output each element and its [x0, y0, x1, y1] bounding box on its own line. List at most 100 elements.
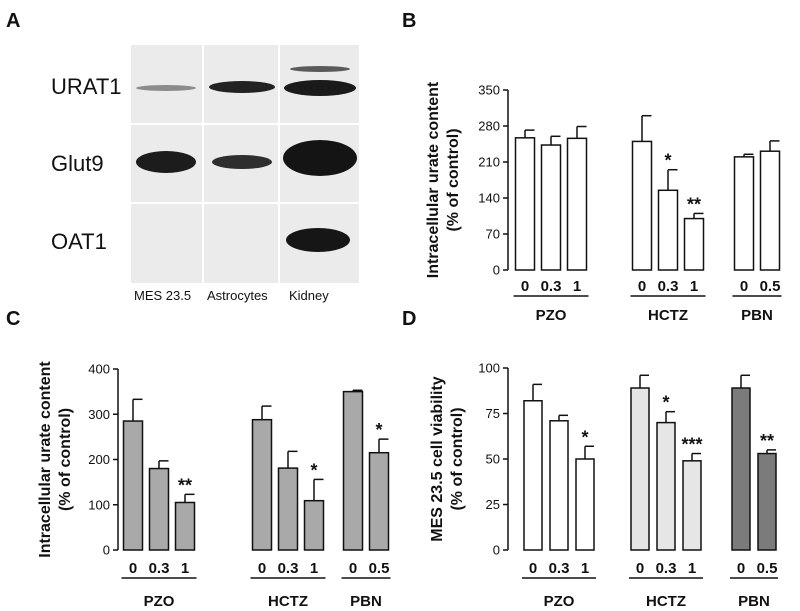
y-axis-label: (% of control) — [449, 407, 466, 510]
x-tick-label: 0.5 — [760, 278, 781, 295]
y-tick-label: 75 — [486, 406, 500, 421]
group-label: PBN — [738, 593, 770, 610]
chart-b: 0 70 140 210 280 350 Intracellular urate conte… — [425, 81, 782, 324]
significance-label: ** — [760, 431, 774, 451]
western-blot: URAT1 Glut9 OAT1 MES 23.5 Astrocytes Kid… — [51, 45, 359, 303]
bar — [759, 150, 781, 271]
x-tick-label: 0 — [740, 278, 748, 295]
bar — [549, 420, 569, 551]
bar — [575, 458, 595, 551]
group-label: HCTZ — [648, 307, 688, 324]
y-tick-label: 0 — [493, 543, 500, 558]
y-tick-label: 400 — [88, 362, 110, 377]
blot-lane-label-mes235: MES 23.5 — [134, 288, 191, 303]
bar — [174, 501, 196, 551]
y-tick-label: 300 — [88, 407, 110, 422]
blot-row-label-glut9: Glut9 — [51, 151, 104, 176]
y-axis-label: Intracellular urate content — [425, 81, 442, 278]
x-tick-label: 0.5 — [369, 560, 390, 577]
y-tick-label: 0 — [103, 543, 110, 558]
x-tick-label: 1 — [310, 560, 318, 577]
y-tick-label: 280 — [478, 119, 500, 134]
x-tick-label: 0.3 — [656, 560, 677, 577]
group-label: PBN — [350, 593, 382, 610]
group-label: HCTZ — [646, 593, 686, 610]
bar — [342, 390, 364, 551]
blot-row-label-urat1: URAT1 — [51, 74, 122, 99]
x-tick-label: 0 — [129, 560, 137, 577]
bar — [540, 144, 562, 271]
bar — [303, 499, 325, 551]
panel-letter-b: B — [402, 10, 416, 32]
group-label: HCTZ — [268, 593, 308, 610]
y-tick-label: 70 — [486, 227, 500, 242]
blot-band — [283, 140, 357, 176]
significance-label: * — [664, 151, 671, 171]
x-tick-label: 1 — [690, 278, 698, 295]
significance-label: *** — [681, 435, 702, 455]
group-label: PZO — [144, 593, 175, 610]
blot-band — [286, 228, 350, 252]
blot-row-label-oat1: OAT1 — [51, 229, 107, 254]
panel-letter-a: A — [6, 10, 20, 32]
y-tick-label: 350 — [478, 83, 500, 98]
significance-label: * — [375, 420, 382, 440]
group-label: PZO — [544, 593, 575, 610]
bar — [731, 387, 751, 551]
bar — [368, 451, 390, 551]
significance-label: ** — [178, 475, 192, 495]
blot-lane-label-astrocytes: Astrocytes — [207, 288, 268, 303]
x-tick-label: 0.5 — [757, 560, 778, 577]
bar — [277, 467, 299, 551]
x-tick-label: 0.3 — [278, 560, 299, 577]
y-tick-label: 140 — [478, 191, 500, 206]
y-tick-label: 100 — [88, 497, 110, 512]
panel-letter-c: C — [6, 308, 20, 330]
group-label: PBN — [741, 307, 773, 324]
bar — [630, 387, 650, 551]
x-tick-label: 0 — [638, 278, 646, 295]
bar — [251, 418, 273, 551]
blot-band — [136, 85, 196, 91]
bar — [514, 137, 536, 271]
x-tick-label: 0.3 — [549, 560, 570, 577]
significance-label: * — [581, 427, 588, 447]
bar — [631, 140, 653, 271]
y-axis-label: (% of control) — [57, 408, 74, 511]
bar — [733, 156, 755, 271]
bar — [683, 217, 705, 271]
y-tick-label: 200 — [88, 452, 110, 467]
x-tick-label: 1 — [181, 560, 189, 577]
x-tick-label: 0.3 — [541, 278, 562, 295]
x-tick-label: 1 — [688, 560, 696, 577]
y-tick-label: 25 — [486, 497, 500, 512]
blot-band — [209, 81, 275, 93]
bar — [682, 460, 702, 551]
blot-band — [212, 155, 272, 169]
bar — [523, 400, 543, 551]
bar — [657, 189, 679, 271]
blot-lane-label-kidney: Kidney — [289, 288, 329, 303]
x-tick-label: 0 — [529, 560, 537, 577]
x-tick-label: 0 — [636, 560, 644, 577]
y-tick-label: 210 — [478, 155, 500, 170]
bar — [122, 420, 144, 551]
x-tick-label: 0 — [349, 560, 357, 577]
group-label: PZO — [536, 307, 567, 324]
y-axis-label: MES 23.5 cell viability — [429, 376, 446, 542]
x-tick-label: 0 — [737, 560, 745, 577]
bar — [757, 452, 777, 551]
bar — [566, 137, 588, 271]
blot-band — [284, 80, 356, 96]
panel-letter-d: D — [402, 308, 416, 330]
x-tick-label: 0.3 — [658, 278, 679, 295]
x-tick-label: 1 — [581, 560, 589, 577]
bar — [656, 421, 676, 551]
x-tick-label: 0.3 — [149, 560, 170, 577]
y-tick-label: 100 — [478, 361, 500, 376]
x-tick-label: 0 — [521, 278, 529, 295]
significance-label: * — [310, 460, 317, 480]
blot-band — [290, 66, 350, 72]
y-axis-label: (% of control) — [445, 128, 462, 231]
